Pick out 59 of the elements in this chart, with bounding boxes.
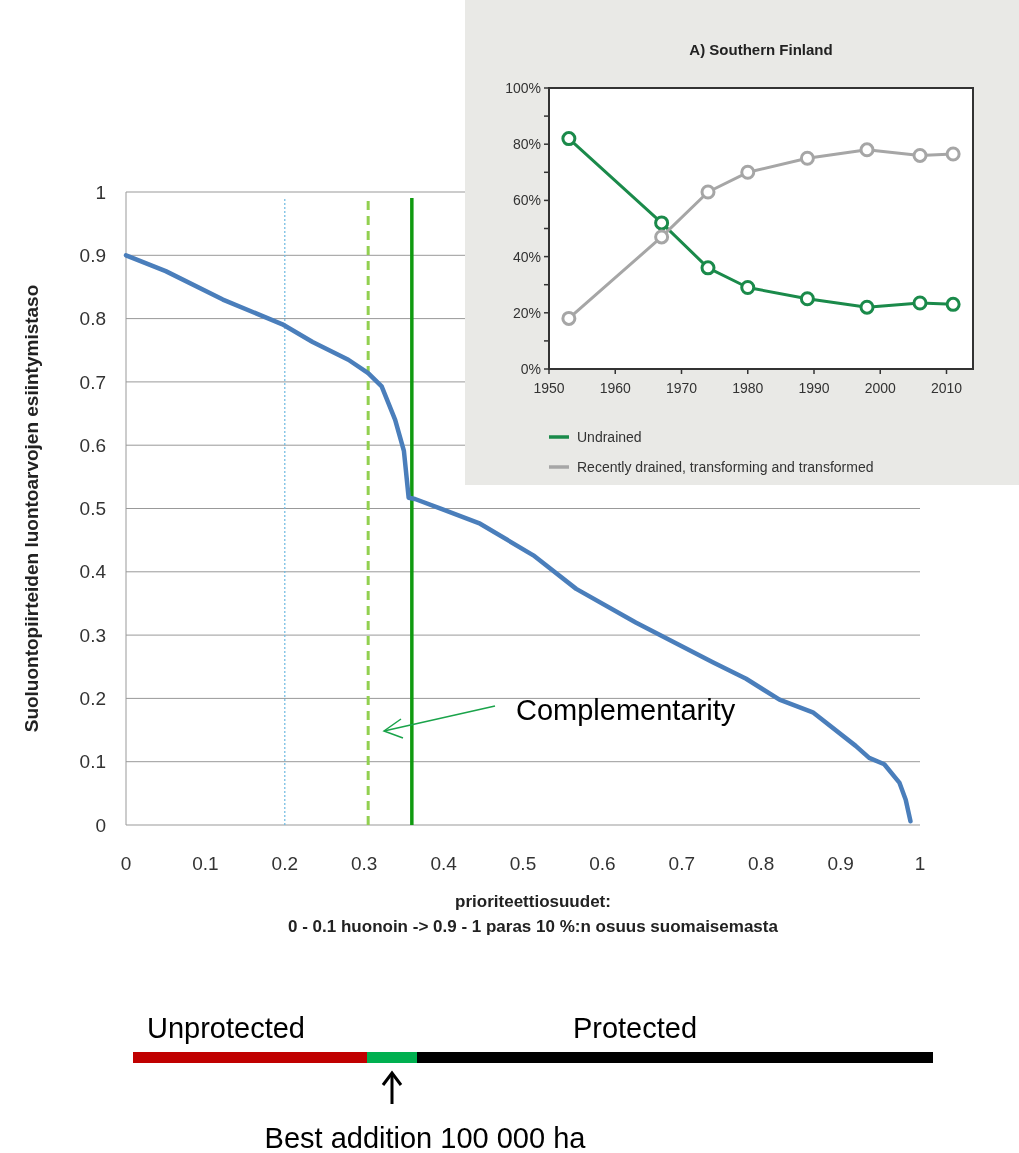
- x-tick-label: 0.3: [350, 853, 378, 874]
- point: [700, 184, 716, 200]
- legend-label: Recently drained, transforming and transformed: [577, 458, 874, 475]
- y-tick-label: 0.3: [79, 624, 106, 646]
- y-tick-label: 60%: [512, 192, 541, 209]
- point: [945, 146, 961, 162]
- point: [561, 310, 577, 326]
- annotation: Complementarity: [516, 694, 736, 726]
- point: [654, 229, 670, 245]
- x-tick-label: 1950: [533, 380, 565, 396]
- x-tick-label: 0: [120, 853, 132, 874]
- x-tick-label: 2010: [930, 380, 963, 396]
- line-series: [123, 253, 913, 824]
- y-tick-label: 0.2: [79, 688, 106, 710]
- point: [654, 215, 670, 231]
- y-tick-label: 80%: [512, 136, 541, 153]
- y-tick-label: 0.9: [79, 244, 106, 266]
- y-axis-title: Suoluontopiirteiden luontoarvojen esiintymistaso: [21, 284, 42, 733]
- x-tick-label: 0.8: [747, 853, 775, 874]
- x-tick-label: 1990: [798, 380, 830, 396]
- x-tick-label: 1960: [599, 380, 632, 396]
- point: [740, 164, 756, 180]
- y-tick-label: 0.5: [79, 498, 106, 520]
- y-tick-label: 0.4: [79, 561, 107, 583]
- x-tick-label: 0.9: [827, 853, 854, 874]
- point: [859, 142, 875, 158]
- y-tick-label: 100%: [505, 79, 541, 96]
- x-tick-label: 0.7: [668, 853, 696, 874]
- point: [799, 150, 815, 166]
- legend-label: Undrained: [577, 428, 642, 445]
- text: Best addition 100 000 ha: [264, 1122, 587, 1153]
- point: [945, 296, 961, 312]
- y-tick-label: 1: [95, 181, 106, 203]
- point: [912, 147, 928, 163]
- x-tick-label: 1970: [665, 380, 698, 396]
- text: Protected: [572, 1012, 698, 1044]
- x-tick-label: 0.2: [271, 853, 299, 874]
- x-tick-label: 1: [914, 853, 926, 874]
- y-tick-label: 20%: [512, 304, 541, 321]
- y-tick-label: 40%: [512, 248, 541, 265]
- x-tick-label: 1980: [732, 380, 764, 396]
- point: [700, 260, 716, 276]
- y-tick-label: 0.8: [79, 308, 106, 330]
- x-axis-title: prioriteettiosuudet: 0 - 0.1 huonoin -> 0.9 - 1 paras 10 %:n osuus suomaisemasta: [288, 892, 779, 936]
- x-tick-label: 2000: [864, 380, 897, 396]
- x-tick-label: 0.6: [589, 853, 616, 874]
- point: [859, 299, 875, 315]
- x-tick-label: 0.4: [430, 853, 458, 874]
- point: [799, 291, 815, 307]
- x-tick-label: 0.1: [192, 853, 219, 874]
- chart-title: A) Southern Finland: [689, 41, 833, 58]
- text: Unprotected: [147, 1012, 305, 1044]
- point: [912, 295, 928, 311]
- point: [740, 280, 756, 296]
- y-tick-label: 0%: [520, 360, 541, 377]
- point: [561, 131, 577, 147]
- y-tick-label: 0: [95, 814, 106, 836]
- y-tick-label: 0.1: [79, 751, 106, 773]
- y-tick-label: 0.6: [79, 434, 106, 456]
